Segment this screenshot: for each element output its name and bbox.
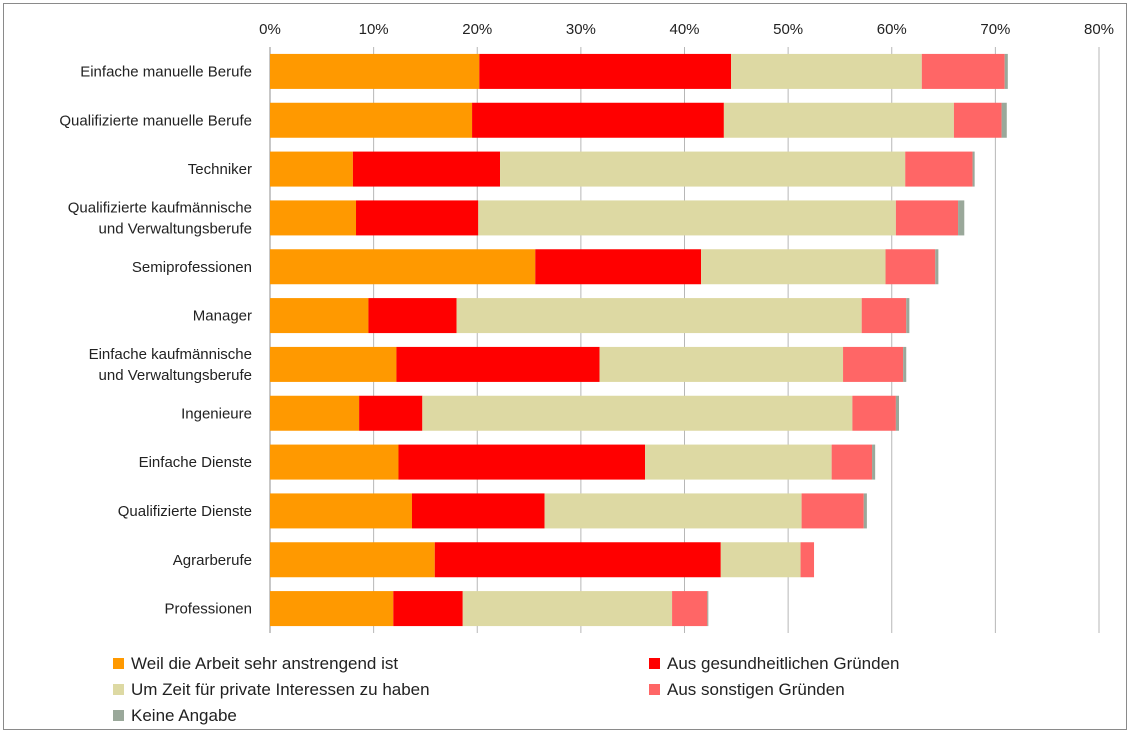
- legend-label: Aus sonstigen Gründen: [667, 680, 845, 699]
- category-label: Ingenieure: [181, 405, 252, 422]
- bar-segment: [270, 591, 394, 627]
- category-label: Techniker: [188, 161, 252, 178]
- bar-segment: [953, 102, 1002, 138]
- bar-segment: [396, 346, 600, 382]
- x-tick-label: 40%: [669, 21, 699, 38]
- bar-segment: [393, 591, 463, 627]
- x-tick-label: 10%: [359, 21, 389, 38]
- category-label: Semiprofessionen: [132, 259, 252, 276]
- bar-segment: [863, 493, 867, 529]
- bar-segment: [270, 102, 473, 138]
- bar-segment: [723, 102, 954, 138]
- bar-segment: [645, 444, 832, 480]
- bar-segment: [544, 493, 802, 529]
- x-tick-label: 0%: [259, 21, 281, 38]
- bars: [270, 53, 1008, 627]
- bar-segment: [852, 395, 896, 431]
- legend-swatch: [113, 684, 124, 695]
- bar-segment: [270, 444, 399, 480]
- x-tick-label: 80%: [1084, 21, 1114, 38]
- x-tick-label: 50%: [773, 21, 803, 38]
- bar-segment: [905, 151, 973, 187]
- bar-segment: [903, 346, 907, 382]
- bar-segment: [500, 151, 906, 187]
- bar-segment: [270, 151, 353, 187]
- bar-segment: [895, 395, 900, 431]
- legend-swatch: [649, 658, 660, 669]
- bar-segment: [535, 249, 702, 285]
- category-label: Einfache kaufmännische: [89, 346, 252, 363]
- bar-segment: [672, 591, 708, 627]
- bar-segment: [270, 53, 480, 89]
- x-axis-ticks: 0% 10% 20% 30% 40% 50% 60% 70% 80%: [259, 21, 1114, 38]
- category-label: Einfache Dienste: [139, 454, 252, 471]
- bar-segment: [462, 591, 673, 627]
- category-label: Einfache manuelle Berufe: [80, 63, 252, 80]
- bar-segment: [270, 200, 357, 236]
- bar-segment: [895, 200, 959, 236]
- bar-segment: [801, 493, 864, 529]
- bar-segment: [398, 444, 646, 480]
- bar-segment: [701, 249, 886, 285]
- bar-segment: [1001, 102, 1007, 138]
- bar-segment: [1004, 53, 1008, 89]
- legend-label: Um Zeit für private Interessen zu haben: [131, 680, 430, 699]
- bar-segment: [479, 53, 732, 89]
- legend-swatch: [649, 684, 660, 695]
- category-label: Professionen: [164, 601, 252, 618]
- bar-segment: [359, 395, 423, 431]
- x-tick-label: 20%: [462, 21, 492, 38]
- bar-segment: [270, 542, 435, 578]
- bar-segment: [872, 444, 876, 480]
- bar-segment: [599, 346, 844, 382]
- bar-segment: [456, 298, 862, 334]
- category-label: Agrarberufe: [173, 552, 252, 569]
- bar-segment: [800, 542, 815, 578]
- bar-segment: [831, 444, 873, 480]
- legend-label: Weil die Arbeit sehr anstrengend ist: [131, 654, 398, 673]
- legend-swatch: [113, 658, 124, 669]
- bar-segment: [731, 53, 922, 89]
- bar-segment: [356, 200, 479, 236]
- bar-segment: [972, 151, 975, 187]
- bar-segment: [270, 346, 397, 382]
- legend-swatch: [113, 710, 124, 721]
- legend-label: Keine Angabe: [131, 706, 237, 725]
- bar-segment: [958, 200, 965, 236]
- bar-segment: [478, 200, 896, 236]
- bar-segment: [935, 249, 939, 285]
- grid-lines: [269, 47, 1100, 633]
- bar-segment: [352, 151, 501, 187]
- category-label: und Verwaltungsberufe: [99, 367, 252, 384]
- x-tick-label: 70%: [980, 21, 1010, 38]
- category-labels: Einfache manuelle Berufe Qualifizierte ma…: [59, 63, 252, 617]
- bar-segment: [422, 395, 853, 431]
- bar-segment: [270, 249, 536, 285]
- legend-label: Aus gesundheitlichen Gründen: [667, 654, 900, 673]
- category-label: und Verwaltungsberufe: [99, 220, 252, 237]
- category-label: Qualifizierte manuelle Berufe: [59, 112, 252, 129]
- bar-segment: [434, 542, 721, 578]
- bar-segment: [270, 493, 412, 529]
- bar-segment: [707, 591, 709, 627]
- category-label: Qualifizierte kaufmännische: [68, 199, 252, 216]
- category-label: Qualifizierte Dienste: [118, 503, 252, 520]
- x-tick-label: 60%: [877, 21, 907, 38]
- bar-segment: [885, 249, 936, 285]
- bar-segment: [921, 53, 1005, 89]
- legend: Weil die Arbeit sehr anstrengend ist Aus …: [113, 654, 900, 725]
- bar-segment: [906, 298, 910, 334]
- bar-segment: [411, 493, 545, 529]
- bar-segment: [843, 346, 904, 382]
- bar-segment: [861, 298, 907, 334]
- bar-segment: [368, 298, 457, 334]
- bar-segment: [472, 102, 724, 138]
- bar-segment: [270, 395, 360, 431]
- bar-segment: [270, 298, 369, 334]
- x-tick-label: 30%: [566, 21, 596, 38]
- bar-segment: [720, 542, 801, 578]
- category-label: Manager: [193, 308, 252, 325]
